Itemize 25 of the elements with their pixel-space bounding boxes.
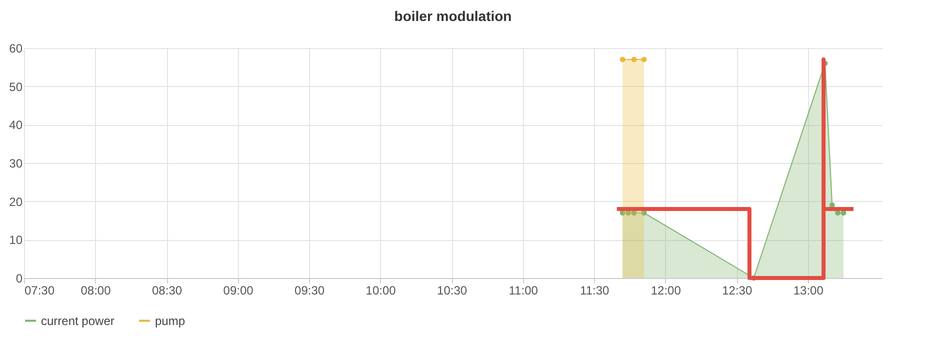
legend-label: pump: [155, 314, 186, 328]
x-tick-label: 11:00: [508, 284, 538, 298]
x-tick-label: 12:00: [650, 284, 682, 298]
y-tick-label: 20: [9, 194, 23, 209]
y-tick-label: 30: [9, 156, 23, 170]
x-tick-label: 10:30: [437, 284, 468, 298]
x-tick-label: 08:30: [152, 284, 182, 298]
x-tick-label: 10:00: [366, 284, 396, 298]
legend-label: current power: [41, 314, 114, 328]
y-tick-label: 10: [9, 233, 23, 248]
x-tick-label: 08:00: [80, 284, 112, 298]
y-tick-label: 60: [9, 42, 23, 56]
x-tick-label: 07:30: [24, 284, 55, 298]
x-tick-label: 09:30: [294, 284, 325, 298]
y-tick-label: 40: [9, 118, 23, 132]
y-tick-label: 50: [9, 80, 23, 94]
x-tick-label: 12:30: [722, 284, 752, 298]
point: [641, 56, 647, 62]
x-tick-label: 11:30: [580, 284, 610, 298]
x-tick-label: 13:00: [793, 284, 824, 298]
chart-title: boiler modulation: [394, 8, 512, 24]
point: [620, 56, 626, 62]
y-tick-label: 0: [16, 272, 23, 286]
point: [631, 56, 637, 62]
x-tick-label: 09:00: [223, 284, 254, 298]
